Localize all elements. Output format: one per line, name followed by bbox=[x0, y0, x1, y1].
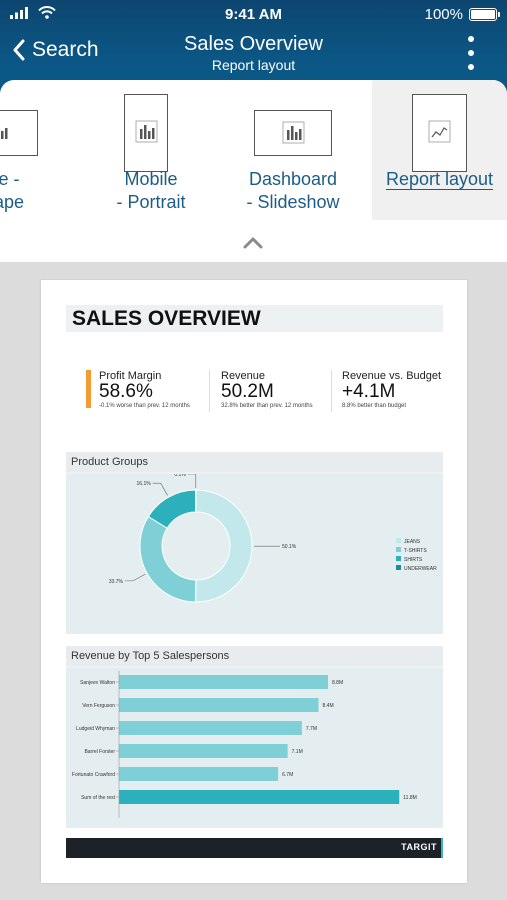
layout-option-label: Dashboard - Slideshow bbox=[246, 169, 340, 212]
bar-data-label: 6.7M bbox=[282, 772, 293, 778]
bar-data-label: 8.8M bbox=[332, 680, 343, 686]
chevron-left-icon bbox=[13, 39, 25, 61]
kpi-profit-margin: Profit Margin 58.6% -0.1% worse than pre… bbox=[86, 370, 216, 415]
legend-label: SHIRTS bbox=[404, 557, 423, 563]
layout-option-mobile-portrait[interactable]: Mobile - Portrait bbox=[96, 80, 206, 220]
bar-category-label: Sanjeev Walton bbox=[80, 680, 115, 686]
salespersons-panel: Revenue by Top 5 Salespersons Sanjeev Wa… bbox=[66, 646, 443, 828]
bar-data-label: 11.8M bbox=[403, 795, 417, 801]
legend-label: T-SHIRTS bbox=[404, 548, 427, 554]
cellular-signal-icon bbox=[10, 7, 28, 19]
layout-picker: bile - scape Mobile - Portrait Dashboard… bbox=[0, 80, 507, 262]
donut-data-label: 50.1% bbox=[282, 544, 297, 550]
kpi-revenue: Revenue 50.2M 32.8% better than prev. 12… bbox=[209, 370, 329, 415]
bar-ludgeid-whyman[interactable] bbox=[119, 721, 302, 735]
kpi-note: 8.8% better than budget bbox=[342, 403, 407, 409]
footer-accent bbox=[441, 838, 443, 858]
bar-sanjeev-walton[interactable] bbox=[119, 675, 328, 689]
legend-swatch bbox=[396, 538, 401, 543]
bar-data-label: 8.4M bbox=[323, 703, 334, 709]
bar-chart-area: Sanjeev Walton 8.8M Vern Ferguson 8.4M Ludge… bbox=[66, 668, 443, 828]
status-right: 100% bbox=[424, 6, 500, 23]
landscape-thumbnail-icon bbox=[0, 110, 38, 156]
kpi-note: 32.8% better than prev. 12 months bbox=[221, 403, 313, 409]
legend-swatch bbox=[396, 565, 401, 570]
layout-option-dashboard-slideshow[interactable]: Dashboard - Slideshow bbox=[232, 80, 354, 220]
battery-icon bbox=[469, 8, 500, 21]
bar-data-label: 7.7M bbox=[306, 726, 317, 732]
donut-leader-line bbox=[187, 473, 197, 489]
dashboard-thumbnail-icon bbox=[254, 110, 332, 156]
report-page: SALES OVERVIEW Profit Margin 58.6% -0.1%… bbox=[41, 280, 467, 883]
wifi-icon bbox=[38, 6, 56, 19]
donut-slice-t-shirts[interactable] bbox=[139, 515, 197, 603]
donut-data-label: 33.7% bbox=[109, 579, 124, 585]
donut-slice-jeans[interactable] bbox=[195, 489, 253, 603]
kpi-separator bbox=[331, 370, 332, 412]
bar-category-label: Sum of the rest bbox=[81, 795, 116, 801]
kpi-revenue-vs-budget: Revenue vs. Budget +4.1M 8.8% better tha… bbox=[331, 370, 451, 415]
kpi-separator bbox=[209, 370, 210, 412]
collapse-chevron-icon[interactable] bbox=[242, 232, 264, 254]
bar-fortunato-crawford[interactable] bbox=[119, 767, 279, 781]
layout-option-label: Mobile - Portrait bbox=[116, 169, 186, 212]
layout-option-report-layout[interactable]: Report layout bbox=[372, 80, 507, 220]
panel-title: Product Groups bbox=[66, 452, 443, 472]
report-title: SALES OVERVIEW bbox=[66, 305, 443, 332]
legend-label: JEANS bbox=[404, 539, 421, 545]
kpi-value: +4.1M bbox=[342, 381, 396, 402]
battery-percent: 100% bbox=[424, 6, 463, 23]
donut-data-label: 16.1% bbox=[137, 481, 152, 487]
back-button[interactable]: Search bbox=[12, 38, 99, 62]
more-options-icon[interactable] bbox=[467, 36, 475, 70]
page-subtitle: Report layout bbox=[211, 57, 296, 73]
kpi-label: Profit Margin bbox=[99, 370, 162, 382]
portrait-thumbnail-icon bbox=[124, 94, 168, 172]
layout-option-label: bile - scape bbox=[0, 169, 25, 212]
back-label: Search bbox=[32, 38, 99, 61]
bar-vern-ferguson[interactable] bbox=[119, 698, 319, 712]
bar-data-label: 7.1M bbox=[292, 749, 303, 755]
thumb-chart bbox=[135, 120, 157, 143]
kpi-label: Revenue bbox=[221, 370, 266, 382]
bar-category-label: Ludgeid Whyman bbox=[76, 726, 115, 732]
nav-bar: Search Sales Overview Report layout bbox=[0, 30, 507, 80]
legend-swatch bbox=[396, 547, 401, 552]
layout-option-mobile-landscape[interactable]: bile - scape bbox=[0, 80, 60, 220]
kpi-value: 50.2M bbox=[221, 381, 274, 402]
donut-leader-line bbox=[125, 573, 146, 582]
kpi-label: Revenue vs. Budget bbox=[342, 370, 442, 382]
targit-logo: TARGIT bbox=[401, 842, 437, 852]
kpi-note: -0.1% worse than prev. 12 months bbox=[99, 403, 190, 409]
bar-category-label: Fortunato Crawford bbox=[72, 772, 115, 778]
kpi-accent-bar bbox=[86, 370, 91, 408]
legend-swatch bbox=[396, 556, 401, 561]
bar-chart: Sanjeev Walton 8.8M Vern Ferguson 8.4M Ludge… bbox=[72, 671, 417, 818]
page-title: Sales Overview bbox=[184, 33, 323, 55]
bar-category-label: Vern Ferguson bbox=[82, 703, 115, 709]
bar-barrel-forster[interactable] bbox=[119, 744, 288, 758]
bar-sum-of-the-rest[interactable] bbox=[119, 790, 400, 804]
status-left bbox=[10, 6, 56, 19]
report-footer: TARGIT bbox=[66, 838, 443, 858]
panel-title: Revenue by Top 5 Salespersons bbox=[66, 646, 443, 666]
donut-leader-line bbox=[152, 482, 168, 496]
donut-data-label: 0.1% bbox=[174, 474, 186, 478]
status-time: 9:41 AM bbox=[225, 6, 282, 23]
report-thumbnail-icon bbox=[412, 94, 467, 172]
kpi-value: 58.6% bbox=[99, 381, 153, 402]
bar-category-label: Barrel Forster bbox=[84, 749, 115, 755]
product-groups-panel: Product Groups 50.1% 33.7% 16.1% 0.1% JEANS T… bbox=[66, 452, 443, 634]
legend-label: UNDERWEAR bbox=[404, 566, 437, 572]
status-bar: 9:41 AM 100% bbox=[0, 4, 507, 24]
donut-chart-area: 50.1% 33.7% 16.1% 0.1% JEANS T-SHIRTS SHIRTS UN… bbox=[66, 472, 443, 634]
layout-option-label: Report layout bbox=[385, 169, 494, 189]
donut-chart: 50.1% 33.7% 16.1% 0.1% JEANS T-SHIRTS SHIRTS UN… bbox=[109, 472, 437, 603]
